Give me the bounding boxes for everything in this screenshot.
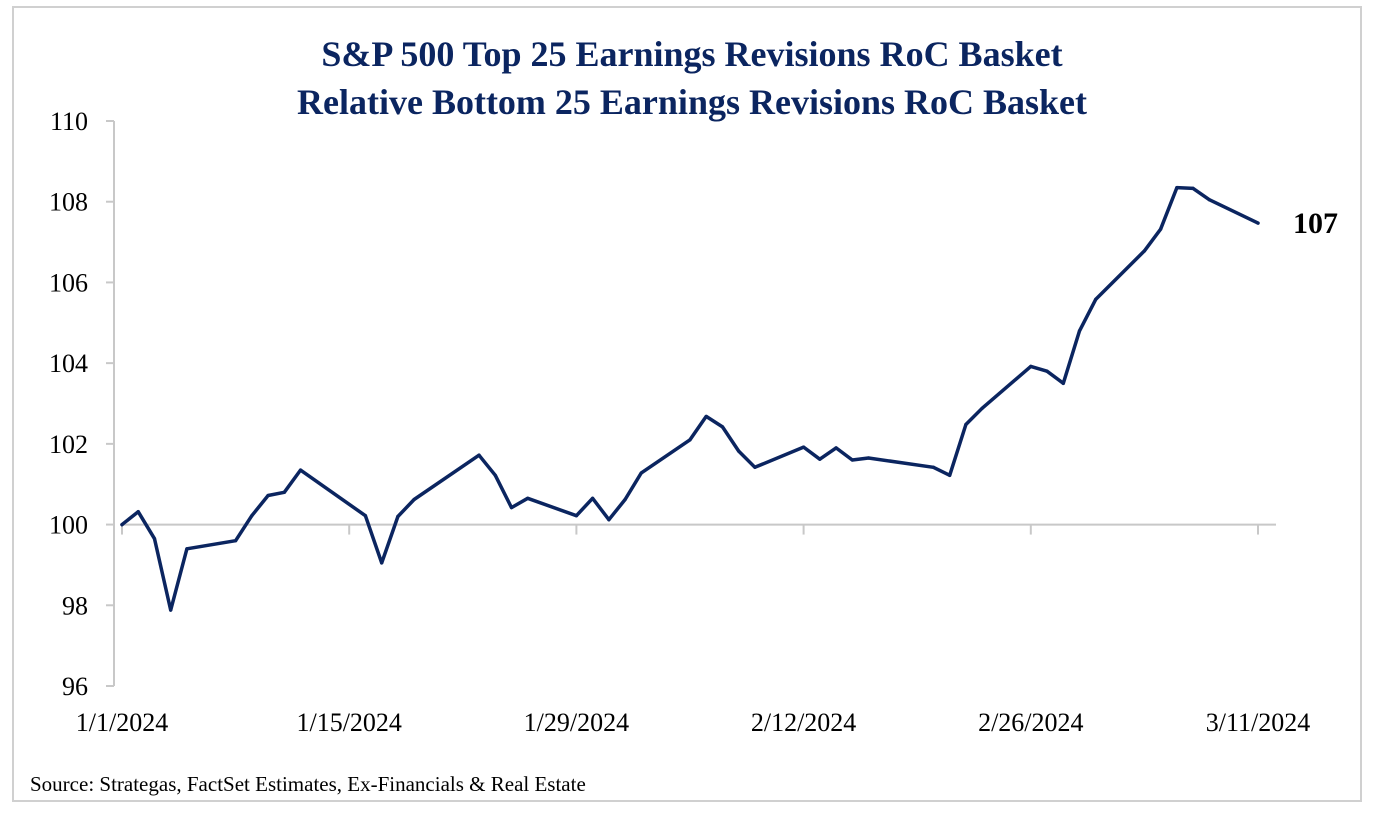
series-line — [120, 185, 1260, 612]
y-tick-label: 106 — [49, 268, 88, 297]
chart-title-line-2: Relative Bottom 25 Earnings Revisions Ro… — [297, 82, 1087, 122]
series-point — [169, 608, 173, 612]
source-note: Source: Strategas, FactSet Estimates, Ex… — [30, 772, 586, 796]
y-tick-label: 102 — [49, 430, 88, 459]
series-point — [1207, 198, 1211, 202]
series-point — [1029, 364, 1033, 368]
series-point — [1256, 221, 1260, 225]
series-point — [1159, 227, 1163, 231]
series-point — [964, 422, 968, 427]
x-tick-label: 1/15/2024 — [296, 708, 401, 737]
series-point — [477, 453, 481, 457]
x-tick-label: 2/26/2024 — [978, 708, 1083, 737]
series-point — [802, 445, 806, 449]
series-point — [688, 438, 692, 442]
series-point — [948, 473, 952, 477]
series-point — [234, 539, 238, 543]
series-point — [152, 537, 157, 541]
y-axis: 96 98 100 102 104 106 108 110 — [49, 107, 115, 701]
y-tick-label: 96 — [62, 672, 88, 701]
series-point — [607, 518, 611, 522]
y-tick-label: 110 — [50, 107, 88, 136]
series-point — [591, 496, 595, 500]
series-point — [1142, 249, 1146, 253]
y-tick-label: 98 — [62, 591, 88, 620]
series-point — [509, 506, 514, 510]
x-tick-label: 1/29/2024 — [524, 708, 629, 737]
series-group — [120, 185, 1260, 612]
series-point — [250, 514, 254, 518]
series-point — [866, 456, 871, 460]
series-point — [753, 465, 757, 469]
series-point — [980, 406, 984, 410]
x-tick-label: 3/11/2024 — [1206, 708, 1310, 737]
x-tick-label: 2/12/2024 — [751, 708, 856, 737]
series-point — [1045, 369, 1049, 373]
series-point — [363, 514, 368, 518]
series-point — [1061, 381, 1065, 385]
series-point — [737, 449, 741, 453]
chart-frame — [12, 6, 1362, 802]
series-point — [834, 446, 838, 450]
series-point — [136, 510, 140, 514]
y-tick-label: 104 — [49, 349, 88, 378]
y-tick-label: 100 — [49, 511, 88, 540]
series-point — [298, 468, 303, 472]
series-point — [623, 497, 627, 502]
series-point — [931, 465, 936, 469]
series-point — [818, 457, 822, 461]
series-point — [1094, 297, 1098, 301]
series-point — [720, 425, 725, 429]
series-point — [1175, 185, 1179, 190]
x-axis: 1/1/2024 1/15/2024 1/29/2024 2/12/2024 2/26/… — [76, 523, 1310, 737]
series-point — [493, 473, 497, 477]
series-point — [1191, 186, 1195, 190]
series-point — [185, 547, 189, 551]
series-point — [412, 497, 416, 502]
series-point — [526, 496, 530, 500]
series-point — [282, 490, 286, 494]
series-point — [574, 514, 579, 518]
series-point — [266, 493, 270, 498]
series-point — [396, 514, 400, 519]
series-point — [380, 561, 384, 565]
series-point — [704, 414, 708, 419]
series-point — [850, 458, 854, 462]
chart-title-line-1: S&P 500 Top 25 Earnings Revisions RoC Ba… — [321, 34, 1062, 74]
y-tick-label: 108 — [49, 188, 88, 217]
series-point — [120, 522, 124, 527]
x-tick-label: 1/1/2024 — [76, 708, 168, 737]
series-point — [1077, 329, 1082, 333]
series-point — [639, 471, 643, 475]
end-value-label: 107 — [1293, 207, 1338, 240]
